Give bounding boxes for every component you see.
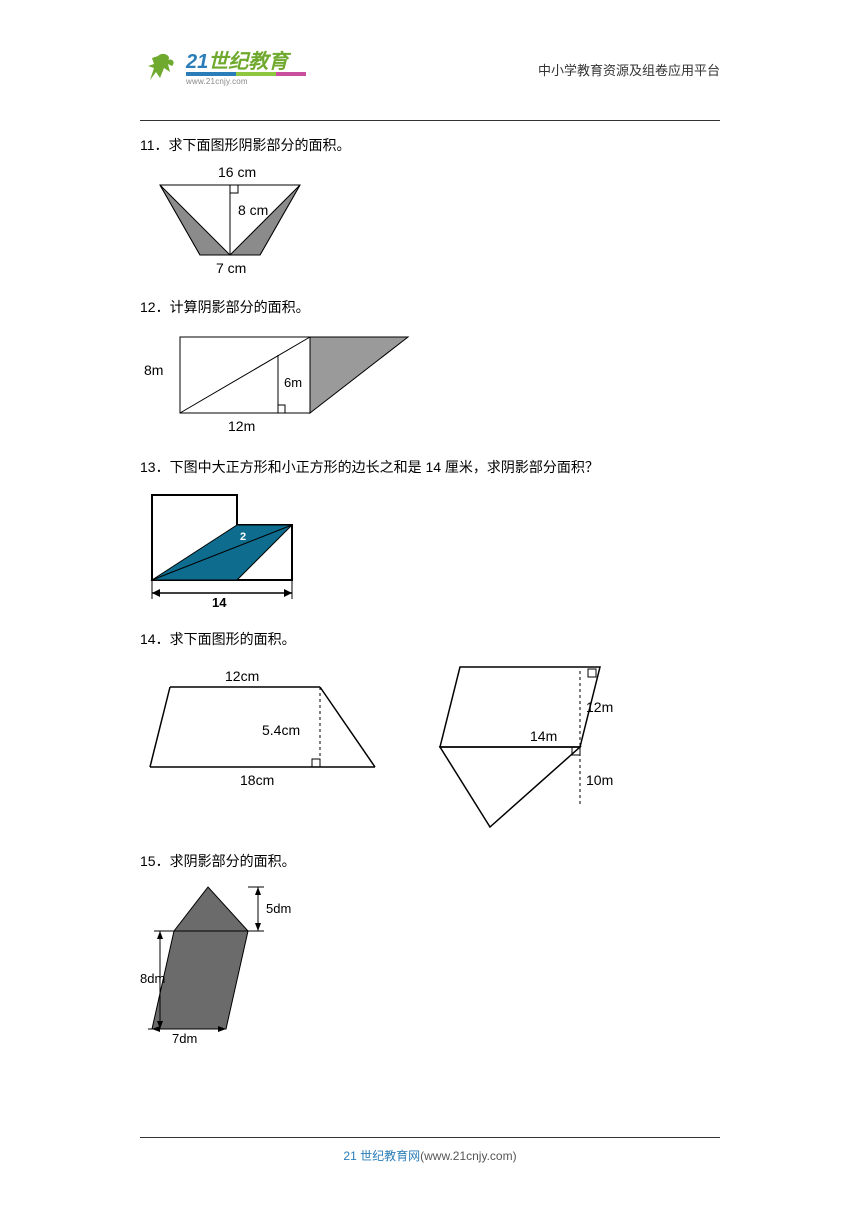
question-11: 11．求下面图形阴影部分的面积。 16 cm 8 cm 7 cm bbox=[140, 135, 720, 283]
question-13: 13．下图中大正方形和小正方形的边长之和是 14 厘米，求阴影部分面积？ 2 1… bbox=[140, 457, 720, 615]
question-14: 14．求下面图形的面积。 ) 12cm 5.4cm 18cm bbox=[140, 629, 720, 837]
figure-12: 8m 6m 12m bbox=[140, 325, 420, 443]
question-12: 12．计算阴影部分的面积。 8m 6m 12m bbox=[140, 297, 720, 443]
logo-subtitle: www.21cnjy.com bbox=[186, 78, 306, 86]
svg-text:16 cm: 16 cm bbox=[218, 164, 256, 180]
runner-icon bbox=[140, 50, 180, 88]
svg-text:2: 2 bbox=[240, 531, 246, 543]
header-right-text: 中小学教育资源及组卷应用平台 bbox=[538, 60, 720, 79]
svg-text:12cm: 12cm bbox=[225, 668, 259, 684]
svg-text:5.4cm: 5.4cm bbox=[262, 722, 300, 738]
figure-14a: ) 12cm 5.4cm 18cm bbox=[140, 657, 400, 797]
svg-text:6m: 6m bbox=[284, 375, 302, 390]
question-15: 15．求阴影部分的面积。 5dm 8dm 7dm bbox=[140, 851, 720, 1049]
figure-14b: 12m 14m 10m bbox=[430, 657, 630, 837]
svg-text:7 cm: 7 cm bbox=[216, 260, 246, 276]
footer-url: (www.21cnjy.com) bbox=[420, 1149, 516, 1163]
figure-11: 16 cm 8 cm 7 cm bbox=[140, 163, 320, 283]
svg-text:12m: 12m bbox=[586, 699, 613, 715]
logo: 21世纪教育 www.21cnjy.com bbox=[140, 50, 306, 88]
page-header: 21世纪教育 www.21cnjy.com 中小学教育资源及组卷应用平台 bbox=[140, 48, 720, 90]
svg-text:10m: 10m bbox=[586, 772, 613, 788]
svg-text:12m: 12m bbox=[228, 418, 255, 434]
page-footer: 21 世纪教育网(www.21cnjy.com) bbox=[0, 1147, 860, 1164]
svg-text:8 cm: 8 cm bbox=[238, 202, 268, 218]
figure-13: 2 14 bbox=[140, 485, 340, 615]
svg-text:14m: 14m bbox=[530, 728, 557, 744]
footer-brand: 21 世纪教育网 bbox=[343, 1149, 420, 1163]
footer-divider bbox=[140, 1137, 720, 1138]
svg-text:5dm: 5dm bbox=[266, 901, 291, 916]
svg-text:8m: 8m bbox=[144, 362, 163, 378]
logo-underline bbox=[186, 72, 306, 76]
svg-text:7dm: 7dm bbox=[172, 1031, 197, 1046]
svg-text:8dm: 8dm bbox=[140, 971, 165, 986]
svg-text:14: 14 bbox=[212, 595, 227, 610]
logo-title: 21世纪教育 bbox=[186, 52, 306, 72]
svg-text:18cm: 18cm bbox=[240, 772, 274, 788]
figure-15: 5dm 8dm 7dm bbox=[140, 879, 310, 1049]
content-area: 11．求下面图形阴影部分的面积。 16 cm 8 cm 7 cm 12．计算阴影… bbox=[140, 120, 720, 1049]
